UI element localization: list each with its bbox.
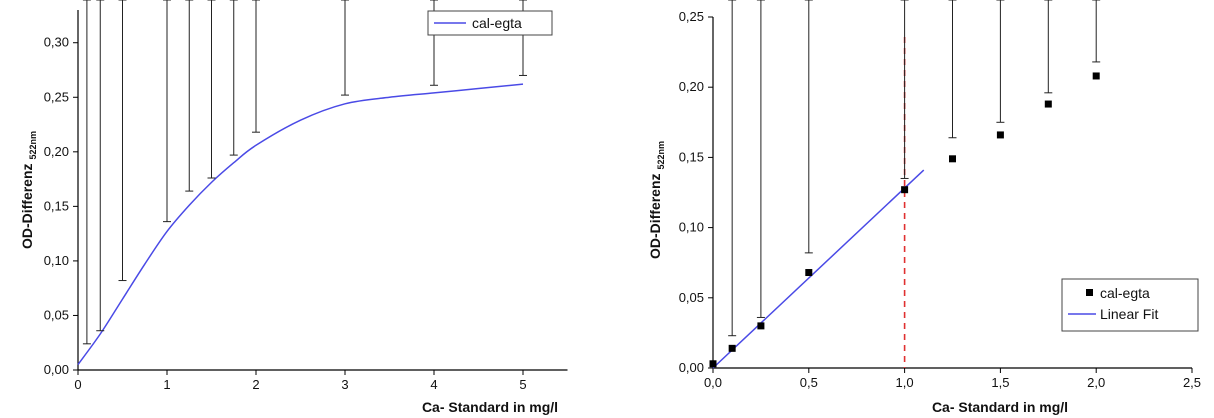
x-tick-label: 1 bbox=[163, 377, 170, 392]
y-tick-label: 0,00 bbox=[679, 360, 704, 375]
y-tick-label: 0,05 bbox=[44, 307, 69, 322]
x-tick-label: 0,0 bbox=[704, 375, 722, 390]
data-point bbox=[757, 322, 765, 330]
data-point bbox=[996, 131, 1004, 139]
y-tick-label: 0,25 bbox=[44, 89, 69, 104]
y-axis-title-main: OD-Differenz bbox=[647, 173, 663, 259]
chart-left: 0,00 0,05 0,10 0,15 0,20 0,25 0,30 0 1 2 3 4 5 Ca- St… bbox=[19, 0, 568, 415]
y-tick-label: 0,00 bbox=[44, 362, 69, 377]
y-tick-label: 0,05 bbox=[679, 290, 704, 305]
y-tick-label: 0,15 bbox=[44, 198, 69, 213]
x-tick-label: 4 bbox=[430, 377, 437, 392]
y-tick-label: 0,15 bbox=[679, 149, 704, 164]
data-point bbox=[709, 360, 717, 368]
x-tick-label: 0 bbox=[74, 377, 81, 392]
legend: cal-egta bbox=[427, 10, 553, 36]
legend-label-fit: Linear Fit bbox=[1100, 306, 1158, 322]
data-point bbox=[1092, 72, 1100, 80]
y-tick-label: 0,30 bbox=[44, 35, 69, 50]
legend-marker-swatch bbox=[1086, 289, 1093, 296]
x-tick-label: 1,0 bbox=[896, 375, 914, 390]
legend-label-data: cal-egta bbox=[1100, 285, 1150, 301]
legend-box bbox=[1061, 278, 1199, 332]
x-tick-label: 1,5 bbox=[991, 375, 1009, 390]
y-tick-label: 0,20 bbox=[679, 79, 704, 94]
y-tick-label: 0,10 bbox=[44, 253, 69, 268]
y-axis-title: OD-Differenz 522nm bbox=[19, 131, 38, 249]
x-tick-label: 5 bbox=[519, 377, 526, 392]
data-point bbox=[949, 155, 956, 163]
y-tick-label: 0,20 bbox=[44, 144, 69, 159]
y-axis-title-main: OD-Differenz bbox=[19, 163, 35, 249]
x-axis-title: Ca- Standard in mg/l bbox=[932, 399, 1068, 415]
data-point bbox=[805, 269, 813, 277]
data-point bbox=[901, 186, 909, 194]
legend: cal-egta Linear Fit bbox=[1061, 278, 1199, 332]
y-axis-title-subscript: 522nm bbox=[656, 141, 666, 170]
y-tick-label: 0,25 bbox=[679, 9, 704, 24]
legend-label: cal-egta bbox=[472, 15, 522, 31]
x-tick-label: 2,5 bbox=[1183, 375, 1201, 390]
chart-right: 0,00 0,05 0,10 0,15 0,20 0,25 0,0 0,5 1,0 1,5 2,0 2… bbox=[647, 0, 1201, 415]
data-point bbox=[1044, 100, 1052, 108]
x-tick-label: 3 bbox=[341, 377, 348, 392]
y-tick-label: 0,10 bbox=[679, 220, 704, 235]
y-axis-title: OD-Differenz 522nm bbox=[647, 141, 666, 259]
data-point bbox=[728, 344, 736, 352]
x-tick-label: 2 bbox=[252, 377, 259, 392]
x-axis-title: Ca- Standard in mg/l bbox=[422, 399, 558, 415]
linear-fit-line bbox=[712, 169, 925, 369]
x-tick-label: 0,5 bbox=[800, 375, 818, 390]
y-axis-title-subscript: 522nm bbox=[28, 131, 38, 160]
x-tick-label: 2,0 bbox=[1087, 375, 1105, 390]
fit-curve-line bbox=[77, 83, 524, 365]
